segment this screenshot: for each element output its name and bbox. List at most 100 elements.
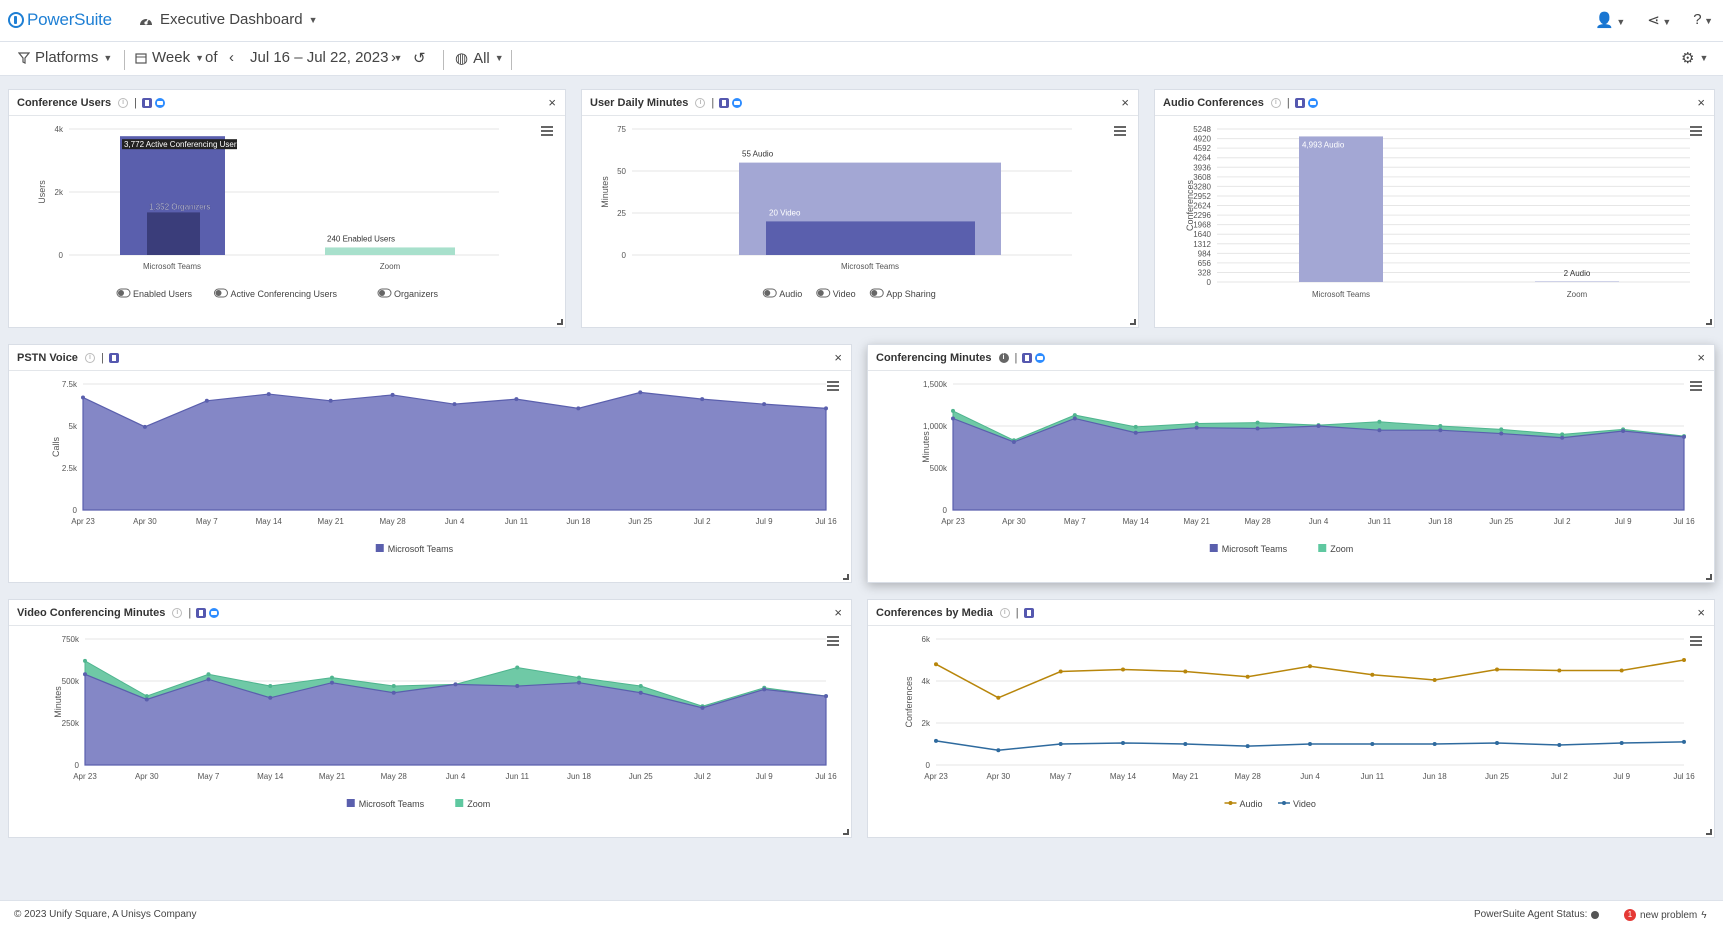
point-microsoft-teams: [515, 684, 520, 689]
resize-handle[interactable]: [1706, 319, 1712, 325]
point-audio: [1183, 669, 1188, 674]
legend-label: Enabled Users: [133, 289, 193, 299]
x-tick-label: Apr 30: [133, 517, 157, 526]
point-audio: [1058, 669, 1063, 674]
legend-label: Microsoft Teams: [359, 799, 425, 809]
x-tick-label: Jun 25: [629, 772, 654, 781]
x-tick-label: Jul 9: [756, 772, 773, 781]
x-tick-label: May 21: [1172, 772, 1199, 781]
teams-icon: [719, 97, 730, 108]
chart-menu-icon[interactable]: [1690, 126, 1702, 136]
point-zoom: [1133, 424, 1138, 429]
x-tick-label: Jul 16: [815, 772, 837, 781]
close-panel-button[interactable]: ×: [1121, 95, 1129, 110]
x-tick-label: Jul 16: [1673, 772, 1695, 781]
x-tick-label: May 28: [379, 517, 406, 526]
x-tick-label: Apr 30: [135, 772, 159, 781]
next-week-button[interactable]: ›: [391, 49, 396, 66]
area-microsoft-teams: [82, 391, 827, 511]
scope-selector[interactable]: ◍ All ▼: [455, 49, 504, 68]
x-tick-label: Jun 18: [1428, 517, 1453, 526]
chart-menu-icon[interactable]: [541, 126, 553, 136]
calendar-icon: [135, 52, 147, 64]
agent-status[interactable]: PowerSuite Agent Status:: [1474, 909, 1600, 920]
date-range-selector[interactable]: Jul 16 – Jul 22, 2023 ▼: [250, 49, 402, 66]
point-zoom: [1499, 427, 1504, 432]
close-panel-button[interactable]: ×: [834, 350, 842, 365]
close-panel-button[interactable]: ×: [1697, 350, 1705, 365]
y-tick-label: 1,500k: [923, 380, 948, 389]
problem-count-badge: 1: [1624, 909, 1636, 921]
x-tick-label: May 14: [1110, 772, 1137, 781]
point-microsoft-teams: [762, 687, 767, 692]
point-zoom: [1438, 424, 1443, 428]
info-icon[interactable]: i: [1270, 97, 1281, 108]
point-microsoft-teams: [452, 402, 457, 407]
resize-handle[interactable]: [843, 829, 849, 835]
chart-menu-icon[interactable]: [1690, 636, 1702, 646]
footer: © 2023 Unify Square, A Unisys Company Po…: [0, 900, 1723, 926]
resize-handle[interactable]: [843, 574, 849, 580]
problems-link[interactable]: 1 new problem ϟ: [1624, 909, 1707, 921]
x-tick-label: Jul 2: [1554, 517, 1571, 526]
close-panel-button[interactable]: ×: [834, 605, 842, 620]
chart-menu-icon[interactable]: [827, 381, 839, 391]
settings-button[interactable]: ⚙ ▼: [1681, 49, 1708, 67]
info-icon[interactable]: i: [172, 607, 183, 618]
point-microsoft-teams: [83, 672, 87, 677]
powersuite-logo[interactable]: PowerSuite: [8, 10, 112, 30]
info-icon[interactable]: i: [999, 607, 1010, 618]
platforms-filter[interactable]: Platforms ▼: [18, 49, 112, 66]
platforms-label: Platforms: [35, 49, 99, 66]
user-menu-button[interactable]: 👤 ▼: [1595, 11, 1625, 29]
y-tick-label: 5k: [69, 422, 78, 431]
resize-handle[interactable]: [1130, 319, 1136, 325]
history-button[interactable]: ↺: [413, 49, 426, 67]
help-menu-button[interactable]: ? ▼: [1693, 11, 1713, 29]
panel-title: Conferencing Minutes: [876, 351, 992, 364]
close-panel-button[interactable]: ×: [548, 95, 556, 110]
conferences-by-media-chart: 6k 4k 2k 0 Conferences Apr 23 Apr 30 May 7 May 1…: [904, 635, 1695, 809]
info-icon[interactable]: i: [84, 352, 95, 363]
legend-label: Video: [833, 289, 856, 299]
share-icon: ⋖: [1647, 12, 1660, 29]
point-microsoft-teams: [268, 695, 273, 700]
close-panel-button[interactable]: ×: [1697, 95, 1705, 110]
point-microsoft-teams: [142, 424, 147, 429]
dashboard-selector[interactable]: Executive Dashboard ▼: [138, 11, 318, 28]
resize-handle[interactable]: [557, 319, 563, 325]
chart-menu-icon[interactable]: [827, 636, 839, 646]
y-tick-label: 75: [617, 125, 626, 134]
resize-handle[interactable]: [1706, 574, 1712, 580]
period-selector[interactable]: Week ▼: [135, 49, 204, 66]
y-tick-label: 2k: [922, 719, 931, 728]
point-microsoft-teams: [1682, 434, 1686, 439]
chart-menu-icon[interactable]: [1690, 381, 1702, 391]
point-zoom: [1072, 413, 1077, 418]
x-tick-label: Jun 11: [505, 517, 529, 526]
close-panel-button[interactable]: ×: [1697, 605, 1705, 620]
point-video: [1308, 742, 1312, 746]
bar-teams-audio: [1299, 136, 1383, 282]
y-tick-label: 2952: [1193, 192, 1211, 201]
y-tick-label: 4k: [922, 677, 931, 686]
chevron-down-icon: ▼: [1699, 53, 1709, 63]
y-tick-label: 1640: [1193, 230, 1211, 239]
resize-handle[interactable]: [1706, 829, 1712, 835]
point-video: [1432, 742, 1437, 746]
share-menu-button[interactable]: ⋖ ▼: [1647, 11, 1671, 29]
chart-menu-icon[interactable]: [1114, 126, 1126, 136]
point-zoom: [577, 675, 581, 680]
x-tick-label: Apr 30: [1002, 517, 1026, 526]
info-icon[interactable]: i: [695, 97, 706, 108]
video-conferencing-minutes-chart: 750k 500k 250k 0 Minutes Apr 23 Apr 30 May 7 May…: [53, 635, 837, 809]
chevron-right-icon: ›: [391, 49, 396, 66]
area-microsoft-teams: [84, 673, 827, 766]
info-icon[interactable]: i: [118, 97, 129, 108]
panel-audio-conferences: Audio Conferences i | × 5248 4920 4592 4264…: [1154, 89, 1715, 328]
previous-week-button[interactable]: ‹: [229, 49, 234, 66]
y-tick-label: 4k: [55, 125, 64, 134]
info-icon[interactable]: i: [998, 352, 1009, 363]
user-icon: 👤: [1595, 12, 1614, 29]
separator: |: [134, 96, 138, 109]
